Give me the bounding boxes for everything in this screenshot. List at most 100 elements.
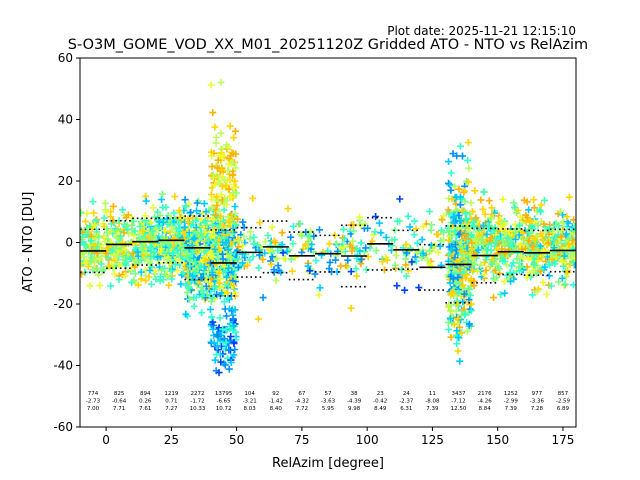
scatter-point	[217, 78, 225, 86]
scatter-point	[316, 226, 323, 234]
scatter-point	[515, 231, 523, 239]
scatter-point	[480, 188, 487, 196]
scatter-point	[137, 268, 145, 276]
scatter-point	[479, 205, 487, 213]
scatter-point	[500, 277, 508, 285]
scatter-point	[229, 159, 237, 167]
scatter-point	[566, 261, 574, 269]
scatter-point	[511, 203, 518, 211]
scatter-point	[537, 230, 545, 238]
scatter-point	[391, 261, 399, 269]
scatter-point	[341, 235, 349, 242]
scatter-point	[357, 255, 365, 263]
scatter-point	[213, 193, 221, 201]
scatter-point	[270, 237, 278, 245]
bin-mean-label: -0.64	[112, 399, 127, 405]
bin-std-label: 7.28	[531, 406, 544, 412]
scatter-point	[534, 221, 542, 229]
scatter-point	[171, 193, 179, 200]
scatter-point	[235, 263, 242, 271]
bin-std-label: 8.84	[479, 406, 492, 412]
scatter-point	[482, 266, 490, 274]
bin-std-label: 8.40	[270, 406, 283, 412]
scatter-point	[378, 258, 386, 266]
scatter-point	[364, 224, 372, 232]
scatter-point	[181, 235, 188, 243]
scatter-point	[200, 200, 208, 208]
scatter-point	[406, 223, 414, 231]
scatter-point	[205, 237, 213, 244]
x-tick-label: 175	[551, 433, 574, 447]
scatter-point	[332, 256, 339, 264]
scatter-point	[481, 259, 489, 267]
scatter-point	[495, 212, 503, 220]
scatter-point	[208, 313, 216, 321]
scatter-point	[338, 249, 346, 257]
scatter-point	[447, 306, 454, 314]
scatter-point	[302, 240, 310, 248]
scatter-point	[227, 254, 235, 262]
scatter-point	[315, 291, 323, 299]
scatter-point	[191, 234, 198, 242]
scatter-point	[214, 332, 222, 340]
scatter-point	[469, 267, 477, 275]
scatter-point	[408, 258, 416, 266]
bin-mean-label: -1.42	[269, 399, 283, 405]
scatter-point	[163, 256, 171, 264]
scatter-point	[497, 291, 505, 298]
scatter-point	[231, 177, 239, 185]
bin-mean-label: -4.39	[347, 399, 362, 405]
scatter-point	[459, 244, 466, 252]
scatter-point	[454, 315, 462, 323]
scatter-point	[458, 250, 466, 258]
scatter-point	[199, 287, 207, 295]
scatter-point	[186, 295, 194, 303]
scatter-point	[344, 256, 352, 264]
scatter-point	[347, 268, 355, 276]
scatter-point	[91, 221, 99, 229]
scatter-point	[459, 281, 467, 289]
scatter-point	[208, 268, 216, 276]
scatter-point	[222, 181, 230, 189]
scatter-point	[434, 230, 442, 238]
scatter-point	[125, 230, 133, 238]
scatter-point	[426, 208, 434, 215]
scatter-point	[501, 230, 509, 238]
scatter-point	[94, 271, 102, 279]
scatter-point	[558, 274, 566, 282]
x-tick-label: 100	[356, 433, 379, 447]
scatter-point	[216, 314, 224, 322]
scatter-point	[455, 231, 463, 239]
scatter-point	[120, 229, 128, 237]
scatter-point	[468, 239, 476, 247]
scatter-point	[123, 221, 131, 229]
scatter-point	[151, 249, 159, 256]
scatter-point	[207, 305, 214, 313]
scatter-point	[360, 248, 368, 256]
scatter-point	[231, 292, 239, 300]
scatter-point	[490, 226, 498, 234]
bin-mean-label: -4.32	[295, 399, 309, 405]
bin-count-label: 857	[558, 391, 569, 397]
scatter-point	[216, 275, 224, 283]
scatter-point	[411, 253, 419, 261]
scatter-point	[333, 240, 340, 248]
scatter-point	[259, 294, 267, 302]
scatter-point	[200, 223, 208, 231]
scatter-point	[493, 245, 501, 253]
scatter-point	[112, 245, 120, 253]
scatter-point	[98, 267, 106, 275]
scatter-point	[279, 249, 287, 257]
scatter-point	[207, 148, 215, 156]
scatter-point	[402, 272, 410, 280]
scatter-point	[418, 253, 426, 261]
scatter-point	[218, 191, 225, 198]
y-tick-label: 60	[58, 51, 73, 65]
bin-std-label: 7.71	[113, 406, 125, 412]
bin-mean-label: 0.26	[139, 399, 152, 405]
scatter-point	[215, 269, 223, 277]
scatter-point	[211, 181, 219, 189]
scatter-point	[524, 255, 532, 263]
scatter-point	[209, 170, 217, 178]
scatter-point	[448, 195, 456, 203]
